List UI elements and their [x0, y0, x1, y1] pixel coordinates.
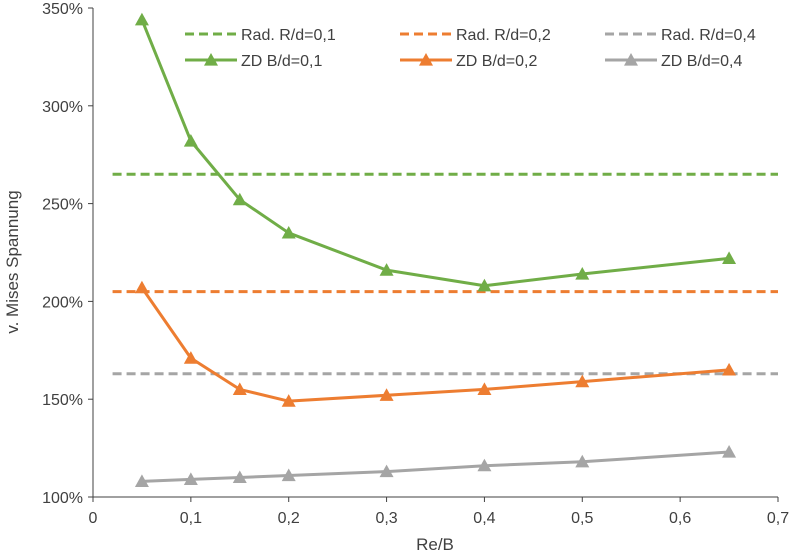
series-line	[140, 19, 730, 288]
y-tick-label: 350%	[42, 1, 83, 18]
y-tick-label: 250%	[42, 197, 83, 214]
legend-label: ZD B/d=0,2	[456, 53, 537, 70]
series-line	[140, 286, 730, 403]
data-point	[281, 225, 296, 239]
x-tick-label: 0,7	[767, 510, 789, 527]
data-point	[477, 458, 492, 472]
y-tick-label: 100%	[42, 490, 83, 507]
series-layer	[112, 12, 778, 487]
y-tick-label: 200%	[42, 294, 83, 311]
data-point	[575, 267, 590, 280]
legend-item: ZD B/d=0,4	[605, 53, 742, 70]
x-tick-label: 0,1	[180, 510, 202, 527]
data-point	[477, 382, 492, 396]
x-axis-ticks: 0 0,1 0,2 0,3 0,4 0,5 0,6 0,7	[89, 497, 789, 527]
data-point	[722, 362, 737, 376]
legend-label: Rad. R/d=0,1	[241, 27, 336, 44]
x-tick-label: 0,2	[278, 510, 300, 527]
data-point	[134, 12, 149, 26]
data-point	[477, 278, 492, 292]
x-axis-title: Re/B	[416, 535, 454, 554]
data-point	[575, 454, 590, 468]
data-point	[379, 464, 394, 478]
y-axis-ticks: 100% 150% 200% 250% 300% 350%	[42, 1, 93, 507]
legend-label: ZD B/d=0,1	[241, 53, 322, 70]
data-point	[183, 351, 198, 364]
x-tick-label: 0	[89, 510, 98, 527]
legend-item: ZD B/d=0,1	[185, 53, 322, 70]
series-4	[134, 280, 737, 407]
data-point	[134, 474, 149, 487]
series-line	[141, 450, 730, 483]
legend-label: ZD B/d=0,4	[661, 53, 742, 70]
legend-marker	[624, 53, 638, 66]
data-point	[722, 251, 737, 264]
y-tick-label: 300%	[42, 99, 83, 116]
data-point	[722, 445, 737, 458]
data-point	[183, 472, 198, 485]
legend-marker	[204, 53, 218, 66]
legend-item: Rad. R/d=0,1	[185, 27, 336, 44]
series-3	[134, 12, 737, 292]
y-tick-label: 150%	[42, 392, 83, 409]
x-tick-label: 0,4	[473, 510, 495, 527]
data-point	[232, 382, 247, 396]
legend-label: Rad. R/d=0,4	[661, 27, 756, 44]
data-point	[232, 470, 247, 484]
y-axis-title: v. Mises Spannung	[3, 190, 22, 333]
data-point	[281, 468, 296, 482]
data-point	[232, 192, 247, 206]
data-point	[575, 374, 590, 388]
x-tick-label: 0,6	[669, 510, 691, 527]
x-tick-label: 0,5	[571, 510, 593, 527]
data-point	[379, 263, 394, 276]
series-5	[134, 445, 737, 487]
legend-item: ZD B/d=0,2	[400, 53, 537, 70]
legend-item: Rad. R/d=0,4	[605, 27, 756, 44]
legend-label: Rad. R/d=0,2	[456, 27, 551, 44]
data-point	[134, 280, 149, 294]
legend-item: Rad. R/d=0,2	[400, 27, 551, 44]
data-point	[379, 388, 394, 401]
plot-area	[92, 8, 778, 498]
data-point	[183, 134, 198, 147]
legend-marker	[419, 53, 433, 66]
legend: Rad. R/d=0,1 Rad. R/d=0,2 Rad. R/d=0,4 ZD B…	[185, 27, 756, 70]
data-point	[281, 394, 296, 407]
x-tick-label: 0,3	[375, 510, 397, 527]
